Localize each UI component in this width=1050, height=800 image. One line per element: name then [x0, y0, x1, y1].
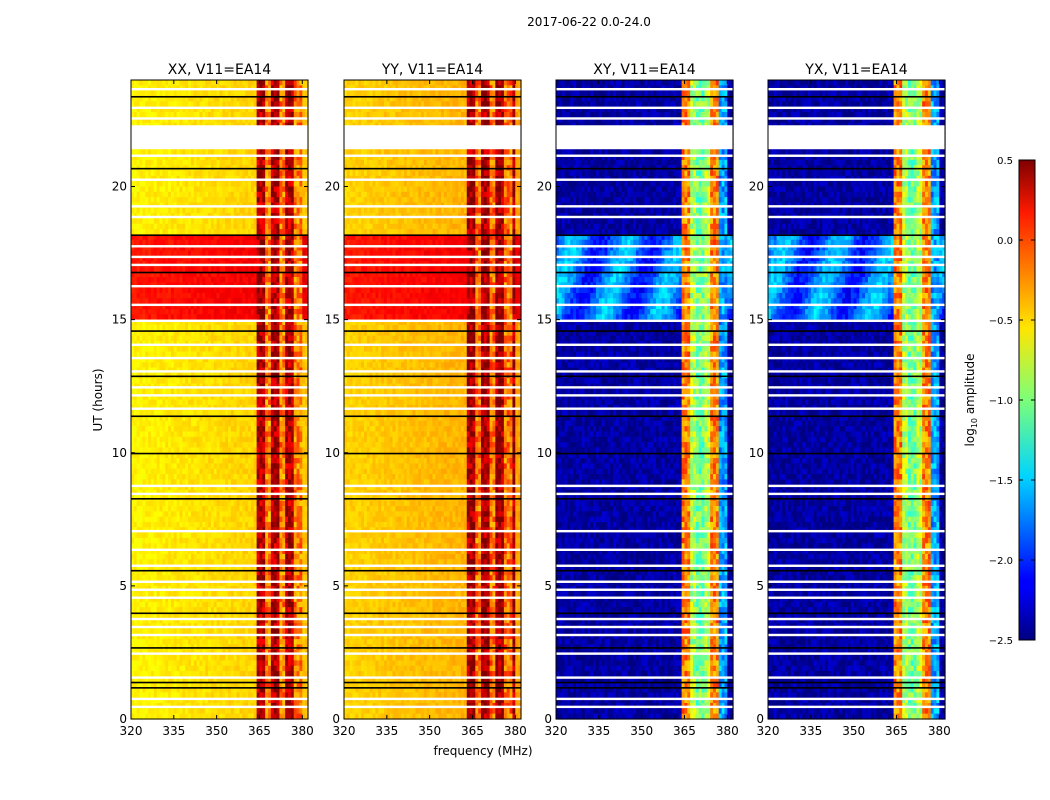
figure-suptitle: 2017-06-22 0.0-24.0 [527, 15, 651, 29]
heatmap-image [131, 80, 309, 720]
